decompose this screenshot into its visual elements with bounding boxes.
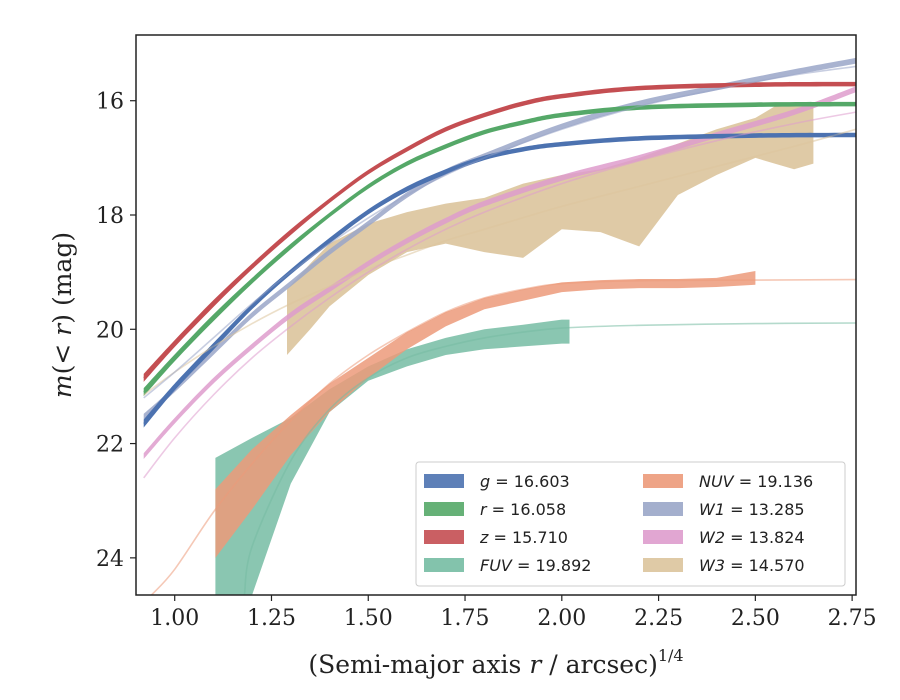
legend-entry-g: g = 16.603 <box>480 472 570 491</box>
legend-swatch-fuv <box>424 558 464 572</box>
legend-entry-r: r = 16.058 <box>480 500 566 519</box>
legend-swatch-z <box>424 530 464 544</box>
x-tick-label: 1.00 <box>150 606 199 631</box>
x-tick-label: 1.25 <box>247 606 296 631</box>
y-tick-label: 16 <box>96 90 124 115</box>
legend-frame <box>415 461 846 587</box>
y-axis: 16 18 20 22 24 <box>96 90 136 572</box>
model-curve-w2 <box>143 111 856 479</box>
legend-entry-w3: W3 = 14.570 <box>699 556 805 575</box>
x-tick-label: 2.50 <box>731 606 780 631</box>
plot-frame <box>135 34 857 596</box>
y-tick-label: 22 <box>96 433 124 458</box>
data-band-w3 <box>287 103 814 355</box>
y-tick-label: 24 <box>96 547 124 572</box>
legend-swatch-r <box>424 502 464 516</box>
model-curves <box>143 65 856 595</box>
x-axis-label: (Semi-major axis r / arcsec)1/4 <box>308 646 683 679</box>
x-tick-label: 2.75 <box>828 606 877 631</box>
model-curve-g <box>143 134 856 425</box>
legend-entry-nuv: NUV = 19.136 <box>699 472 813 491</box>
x-axis: 1.00 1.25 1.50 1.75 2.00 2.25 2.50 2.75 <box>150 595 877 631</box>
y-tick-label: 18 <box>96 204 124 229</box>
legend-entry-fuv: FUV = 19.892 <box>480 556 591 575</box>
model-curve-r <box>143 103 856 393</box>
legend-swatch-w1 <box>643 502 683 516</box>
y-tick-label: 20 <box>96 318 124 343</box>
legend-entry-z: z = 15.710 <box>479 528 568 547</box>
model-curve-nuv <box>150 278 856 595</box>
model-curve-z <box>143 83 856 379</box>
legend-swatch-w3 <box>643 558 683 572</box>
model-curve-w1 <box>143 65 856 399</box>
x-tick-label: 1.75 <box>441 606 490 631</box>
legend: g = 16.603 r = 16.058 z = 15.710 FUV = 19.8… <box>415 461 846 587</box>
legend-swatch-nuv <box>643 474 683 488</box>
y-axis-label: m(< r) (mag) <box>48 232 77 398</box>
legend-entry-w2: W2 = 13.824 <box>699 528 805 547</box>
x-tick-label: 1.50 <box>344 606 393 631</box>
x-tick-label: 2.00 <box>537 606 586 631</box>
data-bands <box>143 57 856 595</box>
legend-swatch-g <box>424 474 464 488</box>
legend-swatch-w2 <box>643 530 683 544</box>
model-curve-fuv <box>243 322 856 595</box>
data-band-nuv <box>215 271 756 558</box>
legend-entry-w1: W1 = 13.285 <box>699 500 805 519</box>
data-band-r <box>143 101 856 397</box>
x-tick-label: 2.25 <box>634 606 683 631</box>
model-curve-w3 <box>143 128 856 396</box>
